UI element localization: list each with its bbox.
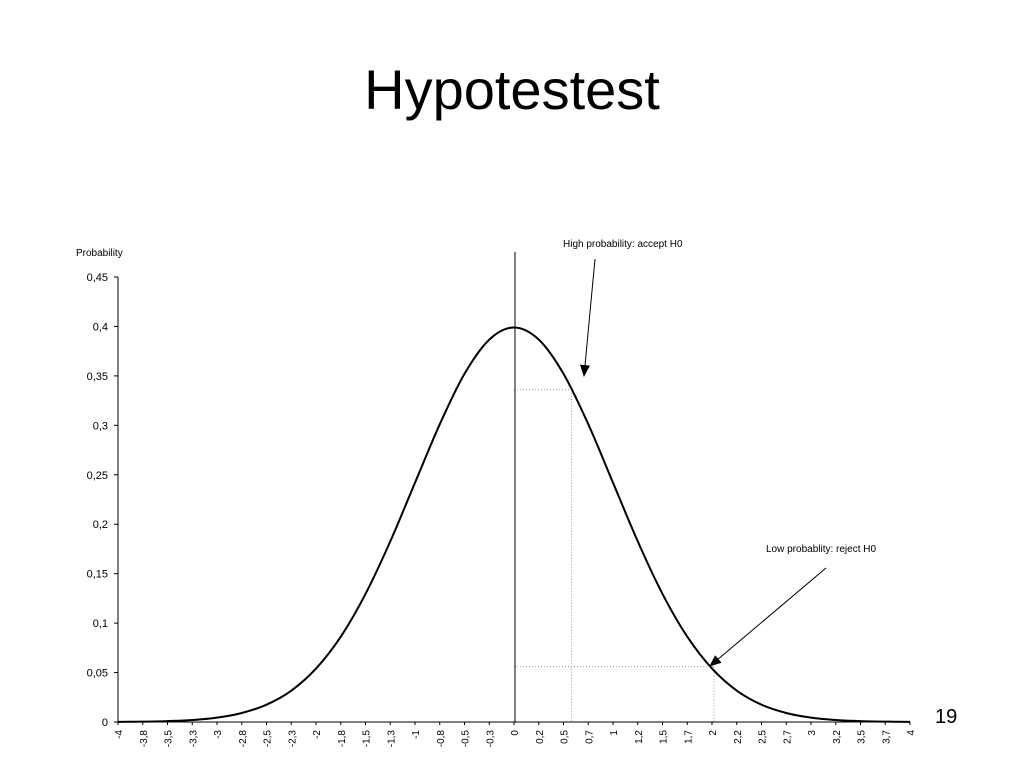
x-tick-label: 1,5 bbox=[659, 730, 670, 744]
x-tick-label: -1 bbox=[411, 730, 422, 739]
y-tick-label: 0,15 bbox=[87, 569, 108, 581]
slide-number: 19 bbox=[935, 706, 958, 728]
x-tick-label: 2,7 bbox=[782, 730, 793, 744]
y-tick-label: 0,05 bbox=[87, 668, 108, 680]
y-ticks: 0 0,05 0,1 0,15 0,2 0,25 0,3 0,35 0,4 0,45 bbox=[87, 272, 118, 729]
x-tick-label: 4 bbox=[906, 730, 917, 736]
y-tick-label: 0,35 bbox=[87, 371, 108, 383]
y-tick-label: 0,1 bbox=[93, 618, 108, 630]
y-tick-label: 0,4 bbox=[93, 321, 108, 333]
x-tick-label: -0,5 bbox=[461, 730, 472, 748]
annotation-high-probability: High probability: accept H0 bbox=[563, 239, 683, 250]
annotation-low-probability: Low probablity: reject H0 bbox=[766, 544, 876, 555]
x-tick-label: -2,8 bbox=[238, 730, 249, 748]
arrow-low-probability bbox=[709, 567, 827, 667]
x-tick-label: 3,7 bbox=[881, 730, 892, 744]
arrow-high-probability bbox=[580, 258, 596, 377]
x-tick-label: -1,5 bbox=[362, 730, 373, 748]
x-tick-label: 2 bbox=[708, 730, 719, 736]
x-tick-label: 1,7 bbox=[683, 730, 694, 744]
density-curve bbox=[117, 326, 911, 723]
y-axis-label: Probability bbox=[76, 248, 123, 259]
x-tick-label: 3,2 bbox=[832, 730, 843, 744]
y-tick-label: 0,2 bbox=[93, 519, 108, 531]
y-tick-label: 0,3 bbox=[93, 420, 108, 432]
x-tick-label: 0,7 bbox=[584, 730, 595, 744]
x-tick-label: 2,5 bbox=[758, 730, 769, 744]
y-tick-label: 0,25 bbox=[87, 470, 108, 482]
reference-lines bbox=[514, 389, 715, 722]
x-tick-label: -0,3 bbox=[485, 730, 496, 748]
x-tick-label: 3,5 bbox=[857, 730, 868, 744]
x-tick-label: -1,8 bbox=[337, 730, 348, 748]
x-tick-label: 2,2 bbox=[733, 730, 744, 744]
x-tick-label: -2,3 bbox=[287, 730, 298, 748]
y-tick-label: 0,45 bbox=[87, 272, 108, 284]
x-tick-label: 0,2 bbox=[535, 730, 546, 744]
y-tick-label: 0 bbox=[102, 717, 108, 729]
x-tick-label: -2,5 bbox=[263, 730, 274, 748]
x-tick-label: 0 bbox=[510, 730, 521, 736]
x-tick-label: 3 bbox=[807, 730, 818, 736]
x-tick-label: -4 bbox=[114, 730, 125, 739]
x-tick-label: 0,5 bbox=[560, 730, 571, 744]
x-tick-label: -0,8 bbox=[436, 730, 447, 748]
x-tick-label: 1,2 bbox=[634, 730, 645, 744]
slide-title: Hypotestest bbox=[364, 58, 660, 121]
x-tick-label: 1 bbox=[609, 730, 620, 736]
x-tick-label: -1,3 bbox=[386, 730, 397, 748]
x-tick-label: -2 bbox=[312, 730, 323, 739]
x-tick-label: -3,8 bbox=[139, 730, 150, 748]
x-tick-label: -3,5 bbox=[164, 730, 175, 748]
x-tick-label: -3 bbox=[213, 730, 224, 739]
axes bbox=[117, 252, 910, 723]
x-ticks: -4 -3,8 -3,5 -3,3 -3 -2,8 -2,5 -2,3 -2 -1,8 -1,5 -1… bbox=[114, 722, 917, 747]
x-tick-label: -3,3 bbox=[188, 730, 199, 748]
